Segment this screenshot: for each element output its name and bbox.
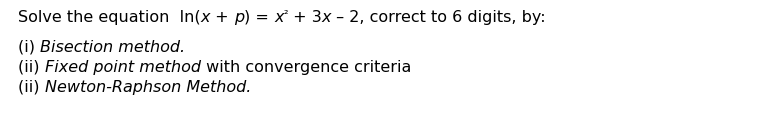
Text: (i): (i) [18, 40, 40, 55]
Text: – 2, correct to 6 digits, by:: – 2, correct to 6 digits, by: [331, 10, 546, 25]
Text: Bisection method.: Bisection method. [40, 40, 185, 55]
Text: x: x [274, 10, 283, 25]
Text: x: x [322, 10, 331, 25]
Text: + 3: + 3 [288, 10, 322, 25]
Text: x: x [200, 10, 210, 25]
Text: Solve the equation  ln(: Solve the equation ln( [18, 10, 200, 25]
Text: with convergence criteria: with convergence criteria [200, 60, 411, 75]
Text: (ii): (ii) [18, 60, 45, 75]
Text: ²: ² [283, 10, 288, 20]
Text: Newton-Raphson Method.: Newton-Raphson Method. [45, 80, 251, 95]
Text: +: + [210, 10, 234, 25]
Text: p: p [234, 10, 244, 25]
Text: ) =: ) = [244, 10, 274, 25]
Text: Fixed point method: Fixed point method [45, 60, 200, 75]
Text: (ii): (ii) [18, 80, 45, 95]
